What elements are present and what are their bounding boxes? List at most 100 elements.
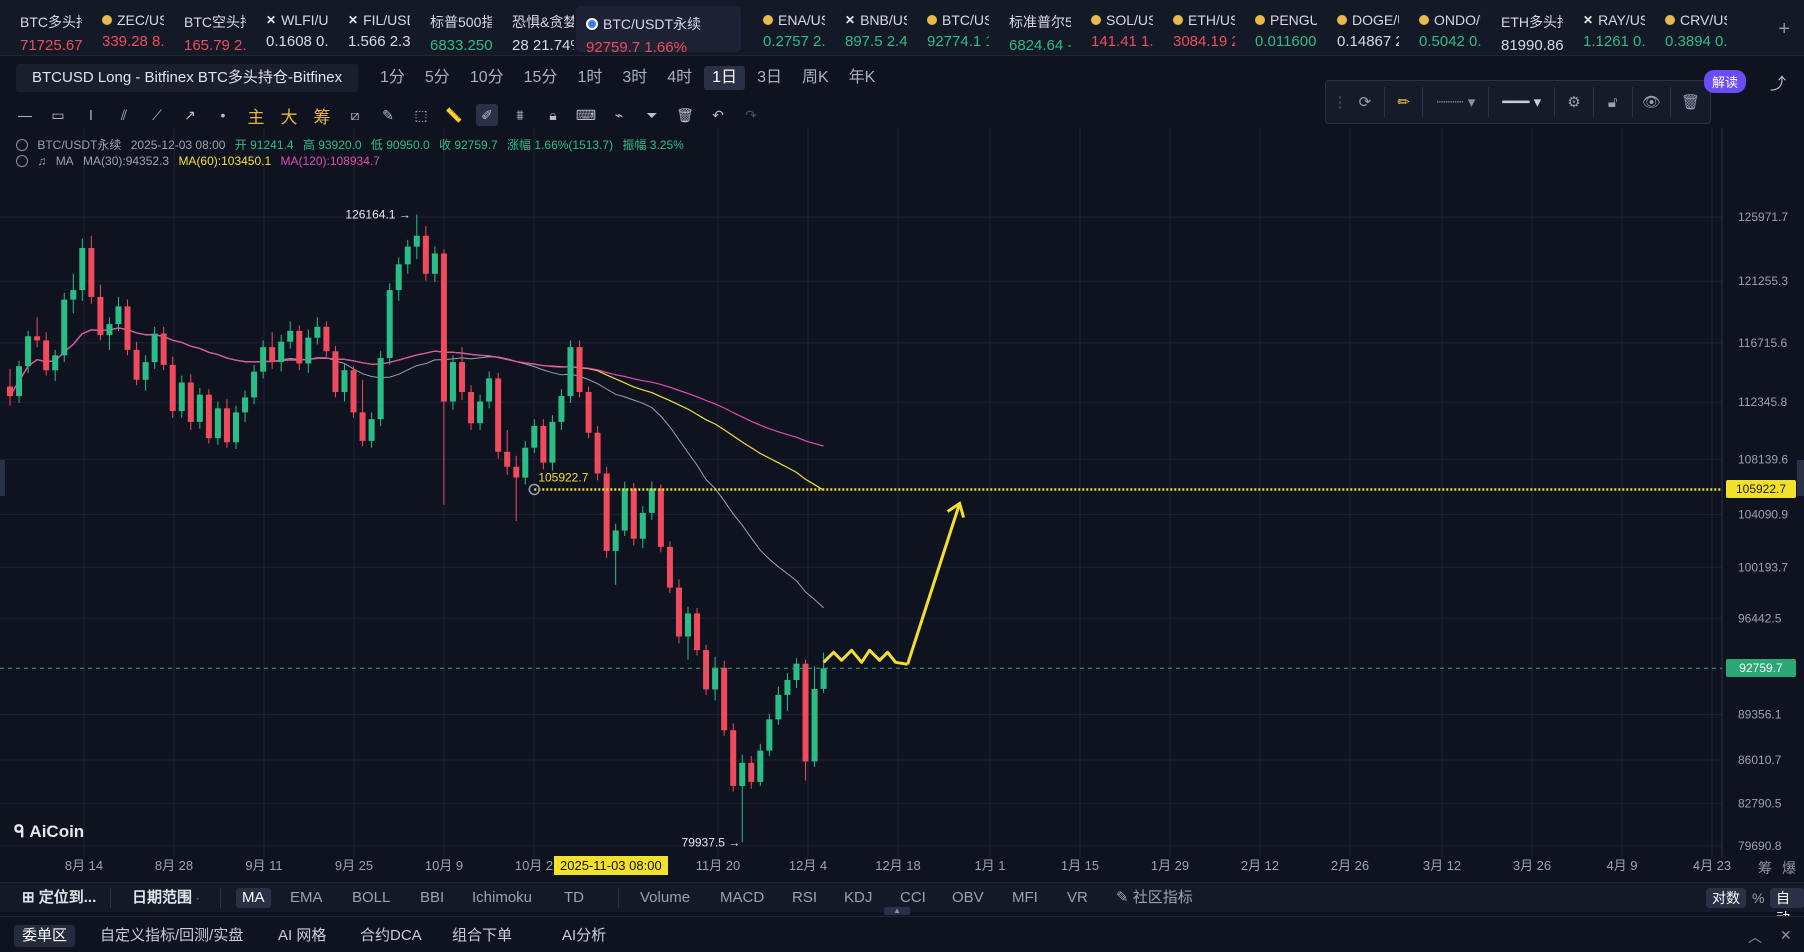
main-indicator-option[interactable]: TD [564,889,584,906]
ticker-item[interactable]: 恐惧&贪婪指数 28 21.74% [492,0,574,56]
candle[interactable] [666,541,673,594]
period-option[interactable]: 1日 [704,66,746,90]
candle[interactable] [721,660,728,736]
period-option[interactable]: 年K [848,69,876,86]
candle[interactable] [431,246,438,282]
candle[interactable] [196,387,203,429]
ticker-item[interactable]: DOGE/USDT 0.14867 2 [1317,0,1399,56]
community-indicators-button[interactable]: ✎ 社区指标 [1116,889,1193,906]
candle[interactable] [422,226,429,281]
candle[interactable] [730,723,737,792]
ticker-item[interactable]: BTC/USDT永续 92759.7 1.66% [576,6,741,52]
main-indicator-option[interactable]: MA [236,888,271,908]
magnet-icon[interactable]: ⌁ [614,106,624,123]
candle[interactable] [440,249,447,505]
candle[interactable] [269,332,276,369]
candle[interactable] [16,360,23,403]
close-panel-icon[interactable]: ✕ [1780,927,1792,943]
candle[interactable] [549,415,556,471]
delete-drawing-icon[interactable]: 🗑︎ [1681,94,1701,111]
candle[interactable] [675,579,682,644]
ticker-item[interactable]: PENGU/USDT 0.011600 [1235,0,1317,56]
lock-icon[interactable]: 🔒︎ [549,106,557,123]
liquidation-corner-label[interactable]: 爆 [1782,860,1796,876]
sub-indicator-option[interactable]: Volume [640,889,691,906]
template-icon[interactable]: ⟳ [1346,87,1385,117]
candle[interactable] [278,334,285,372]
sub-indicator-option[interactable]: CCI [900,889,926,906]
candle[interactable] [477,394,484,431]
sub-indicator-option[interactable]: OBV [952,889,984,906]
bottom-tab[interactable]: 合约DCA [360,927,422,944]
bottom-tab[interactable]: 自定义指标/回测/实盘 [100,927,244,944]
period-option[interactable]: 3日 [757,69,782,86]
bottom-tab[interactable]: 组合下单 [452,927,513,944]
candle[interactable] [459,347,465,401]
candle[interactable] [558,389,565,431]
ticker-item[interactable]: ZEC/USDT 339.28 8. [82,0,164,56]
candle[interactable] [296,325,303,371]
candle[interactable] [739,754,746,843]
ticker-item[interactable]: ✕ FIL/USDT 1.566 2.3 [328,0,410,56]
candle[interactable] [504,430,511,475]
candle[interactable] [648,481,655,520]
ticker-item[interactable]: SOL/USDT 141.41 1. [1071,0,1153,56]
candle[interactable] [639,506,646,549]
pattern-tool-icon[interactable]: ⩩ [516,106,524,123]
auto-scale-toggle[interactable]: 自动 [1770,888,1804,926]
select-tool-icon[interactable]: ⬚ [414,106,428,123]
candle[interactable] [694,607,701,656]
bottom-tab[interactable]: AI 网格 [278,927,327,944]
chip-distribution-toggle[interactable]: 筹 [313,107,331,127]
chips-corner-label[interactable]: 筹 [1758,860,1772,876]
candle[interactable] [513,455,520,522]
candle[interactable] [178,375,185,418]
candle[interactable] [395,257,402,301]
alert-bell-icon[interactable]: ♫ [37,154,47,168]
filter-icon[interactable]: ⏷ [646,106,658,123]
projection-arrow-line[interactable] [906,503,962,665]
undo-icon[interactable]: ↶ [712,106,724,123]
measure-tool-icon[interactable]: ✎ [382,106,394,123]
ticker-item[interactable]: ETH/USDT 3084.19 2 [1153,0,1235,56]
candle[interactable] [784,673,791,712]
main-indicator-option[interactable]: Ichimoku [472,889,533,906]
candle[interactable] [594,425,601,481]
period-option[interactable]: 10分 [469,69,504,86]
candle[interactable] [115,296,122,331]
candle[interactable] [404,239,411,274]
candle[interactable] [97,284,104,341]
candle[interactable] [314,317,321,345]
add-tab-icon[interactable]: + [1778,18,1790,40]
main-indicator-option[interactable]: BOLL [352,889,391,906]
candle[interactable] [205,389,212,444]
candle[interactable] [160,326,167,371]
candle[interactable] [775,686,782,725]
candle[interactable] [576,340,583,398]
ticker-item[interactable]: BTC空头持仓 165.79 2. [164,0,246,56]
pencil-icon[interactable]: ✐ [476,104,498,126]
trash-icon[interactable]: 🗑︎ [676,106,694,123]
period-option[interactable]: 1时 [577,69,603,86]
candle[interactable] [305,329,312,373]
ray-tool-icon[interactable]: ↗ [184,106,196,123]
candle[interactable] [368,412,375,448]
candle[interactable] [350,366,357,418]
share-icon[interactable]: ⤴ [1770,76,1787,93]
ticker-item[interactable]: ✕ WLFI/USDT 0.1608 0. [246,0,328,56]
edit-drawing-icon[interactable]: ⌨ [575,106,597,123]
candle[interactable] [233,405,239,450]
horizontal-line-tool-icon[interactable]: — [18,107,32,123]
line-color-icon[interactable]: ✏ [1385,87,1424,117]
price-chart[interactable]: 125971.7 121255.3 116715.6 112345.8 108139.6… [0,128,1804,882]
candle[interactable] [223,398,230,448]
candle[interactable] [757,743,764,786]
candle[interactable] [52,349,59,382]
collapse-handle-icon[interactable]: ▲ [884,907,910,915]
ticker-item[interactable]: 标准普尔500 6824.64 - [989,0,1071,56]
line-style-dropdown[interactable]: ┈┈┈ ▾ [1423,87,1490,117]
period-option[interactable]: 3时 [622,69,648,86]
ticker-item[interactable]: ONDO/USDT 0.5042 0. [1399,0,1481,56]
drag-handle-icon[interactable]: ⋮ [1332,94,1348,111]
period-option[interactable]: 15分 [523,69,558,86]
